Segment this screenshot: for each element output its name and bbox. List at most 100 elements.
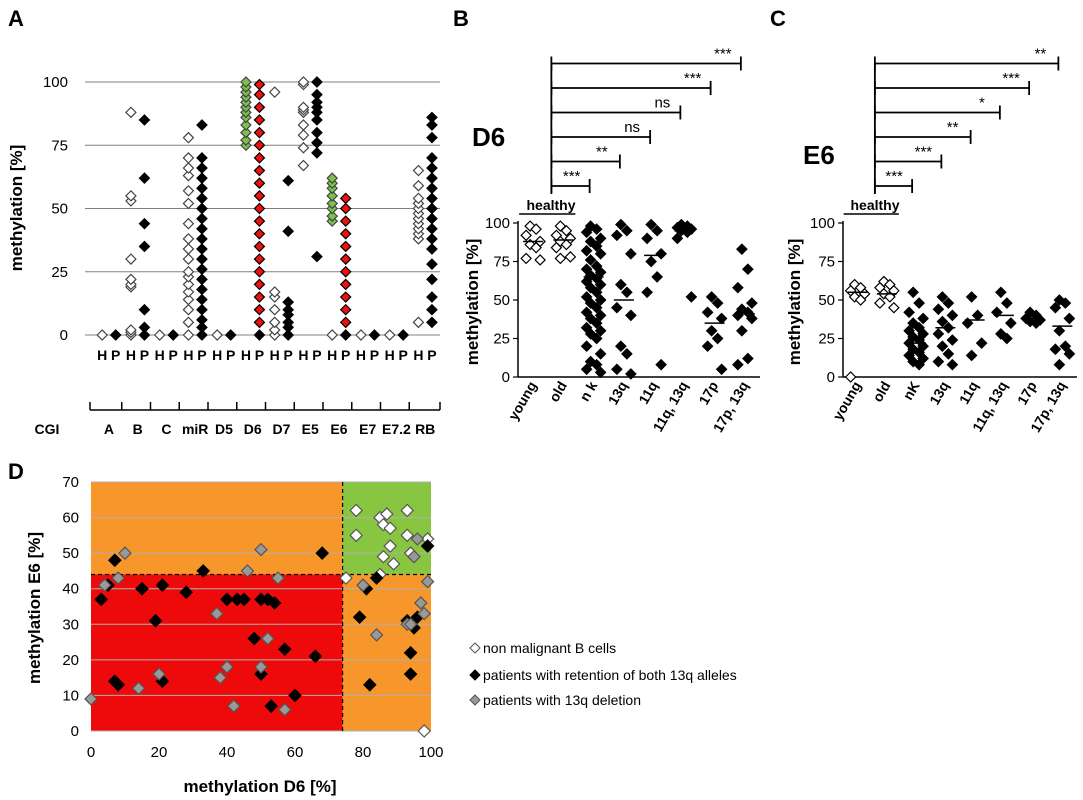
C-category: 13q (926, 379, 952, 408)
C-comparison-label: * (979, 95, 985, 112)
point-retention-13q (196, 564, 211, 578)
point-non-malignant (376, 549, 391, 564)
panel-a-group-tick: D5 (215, 421, 233, 437)
point-13q-deletion (271, 571, 285, 585)
point-13q-deletion (356, 578, 370, 593)
B-point (590, 223, 603, 236)
panel-a-point (182, 197, 195, 210)
point-non-malignant (349, 528, 364, 543)
B-ytick: 50 (493, 292, 510, 309)
B-point (742, 352, 754, 365)
C-point (888, 301, 900, 314)
C-ytick: 25 (818, 331, 835, 348)
point-13q-deletion (407, 549, 421, 564)
panel-a-sublabel-p: P (226, 347, 235, 363)
B-point (621, 224, 633, 237)
panel-a-point (268, 316, 281, 329)
B-comparison-label: ** (596, 144, 608, 161)
B-point (534, 254, 546, 266)
C-ytick: 75 (818, 254, 835, 271)
B-point (711, 332, 724, 345)
panel-d-ylabel: methylation E6 [%] (25, 532, 44, 684)
panel-a-point (311, 136, 323, 149)
panel-d-ytick: 60 (62, 510, 79, 527)
panel-a-point (240, 134, 252, 147)
panel-d-ytick: 70 (62, 474, 79, 491)
B-point (580, 340, 593, 353)
panel-a-point (196, 303, 208, 316)
C-point (946, 358, 959, 371)
panel-a-point (383, 329, 396, 341)
panel-a-point (125, 190, 137, 202)
B-point (625, 309, 637, 322)
B-point (615, 278, 627, 291)
panel-a-ytick: 0 (60, 327, 68, 344)
panel-d-letter: D (8, 459, 24, 484)
point-retention-13q (288, 688, 302, 703)
C-comparison-label: ** (1035, 46, 1047, 63)
C-point (854, 294, 867, 306)
C-point (946, 334, 959, 346)
panel-a-point (253, 202, 266, 215)
panel-a-point (426, 222, 438, 235)
point-retention-13q (352, 610, 367, 625)
panel-a-point (268, 286, 281, 298)
panel-a-point (138, 321, 151, 334)
panel-a-ytick: 50 (51, 201, 68, 218)
point-13q-deletion (403, 617, 418, 632)
point-retention-13q (403, 667, 418, 681)
panel-a-point (268, 86, 281, 98)
panel-a-ytick: 100 (43, 74, 68, 91)
legend-marker-black (469, 669, 481, 681)
B-comparison-label: ns (654, 95, 670, 112)
panel-a-point (339, 192, 352, 205)
panel-a-point (182, 293, 195, 306)
B-point (742, 263, 754, 276)
point-non-malignant (339, 571, 353, 585)
C-point (1001, 297, 1013, 309)
panel-a-point (138, 329, 151, 341)
panel-a-point (412, 164, 425, 177)
panel-a-point (297, 141, 310, 154)
panel-a-point (426, 291, 438, 303)
C-category: 17p (1014, 379, 1040, 408)
B-point (590, 301, 603, 314)
panel-a-point (311, 76, 323, 88)
panel-a-point (426, 212, 438, 225)
panel-d-ytick: 40 (62, 581, 79, 598)
point-13q-deletion (260, 631, 275, 646)
point-retention-13q (247, 631, 262, 646)
quadrant-bottom-left (91, 574, 343, 731)
panel-a-point (253, 227, 266, 240)
panel-a-point (426, 192, 438, 205)
panel-a-point (339, 265, 352, 278)
panel-d-ytick: 0 (71, 723, 79, 740)
panel-a-point (253, 152, 266, 164)
point-retention-13q (308, 649, 323, 664)
panel-a-sublabel-h: H (155, 347, 165, 363)
point-13q-deletion (131, 681, 146, 696)
panel-a-sublabel-h: H (270, 347, 280, 363)
panel-a-point (282, 174, 295, 187)
panel-a-point (426, 303, 438, 316)
B-point (641, 232, 653, 245)
point-retention-13q (369, 571, 384, 585)
panel-a-point (297, 119, 310, 131)
panel-a-sublabel-p: P (427, 347, 436, 363)
panel-a-point (182, 162, 195, 174)
panel-a-point (182, 329, 195, 341)
point-13q-deletion (97, 578, 112, 593)
panel-a-point (182, 303, 195, 316)
panel-a-point (339, 240, 352, 253)
panel-a-point (182, 278, 195, 291)
panel-c-letter: C (770, 6, 786, 31)
panel-a-point (138, 114, 151, 126)
C-category: nK (900, 379, 923, 403)
C-category: 11q (956, 379, 982, 407)
point-13q-deletion (209, 606, 224, 621)
panel-a-point (412, 316, 425, 329)
panel-a-point (224, 329, 237, 341)
C-point (1049, 343, 1062, 356)
C-comparison-label: *** (1002, 70, 1020, 87)
panel-a-point (426, 152, 438, 164)
